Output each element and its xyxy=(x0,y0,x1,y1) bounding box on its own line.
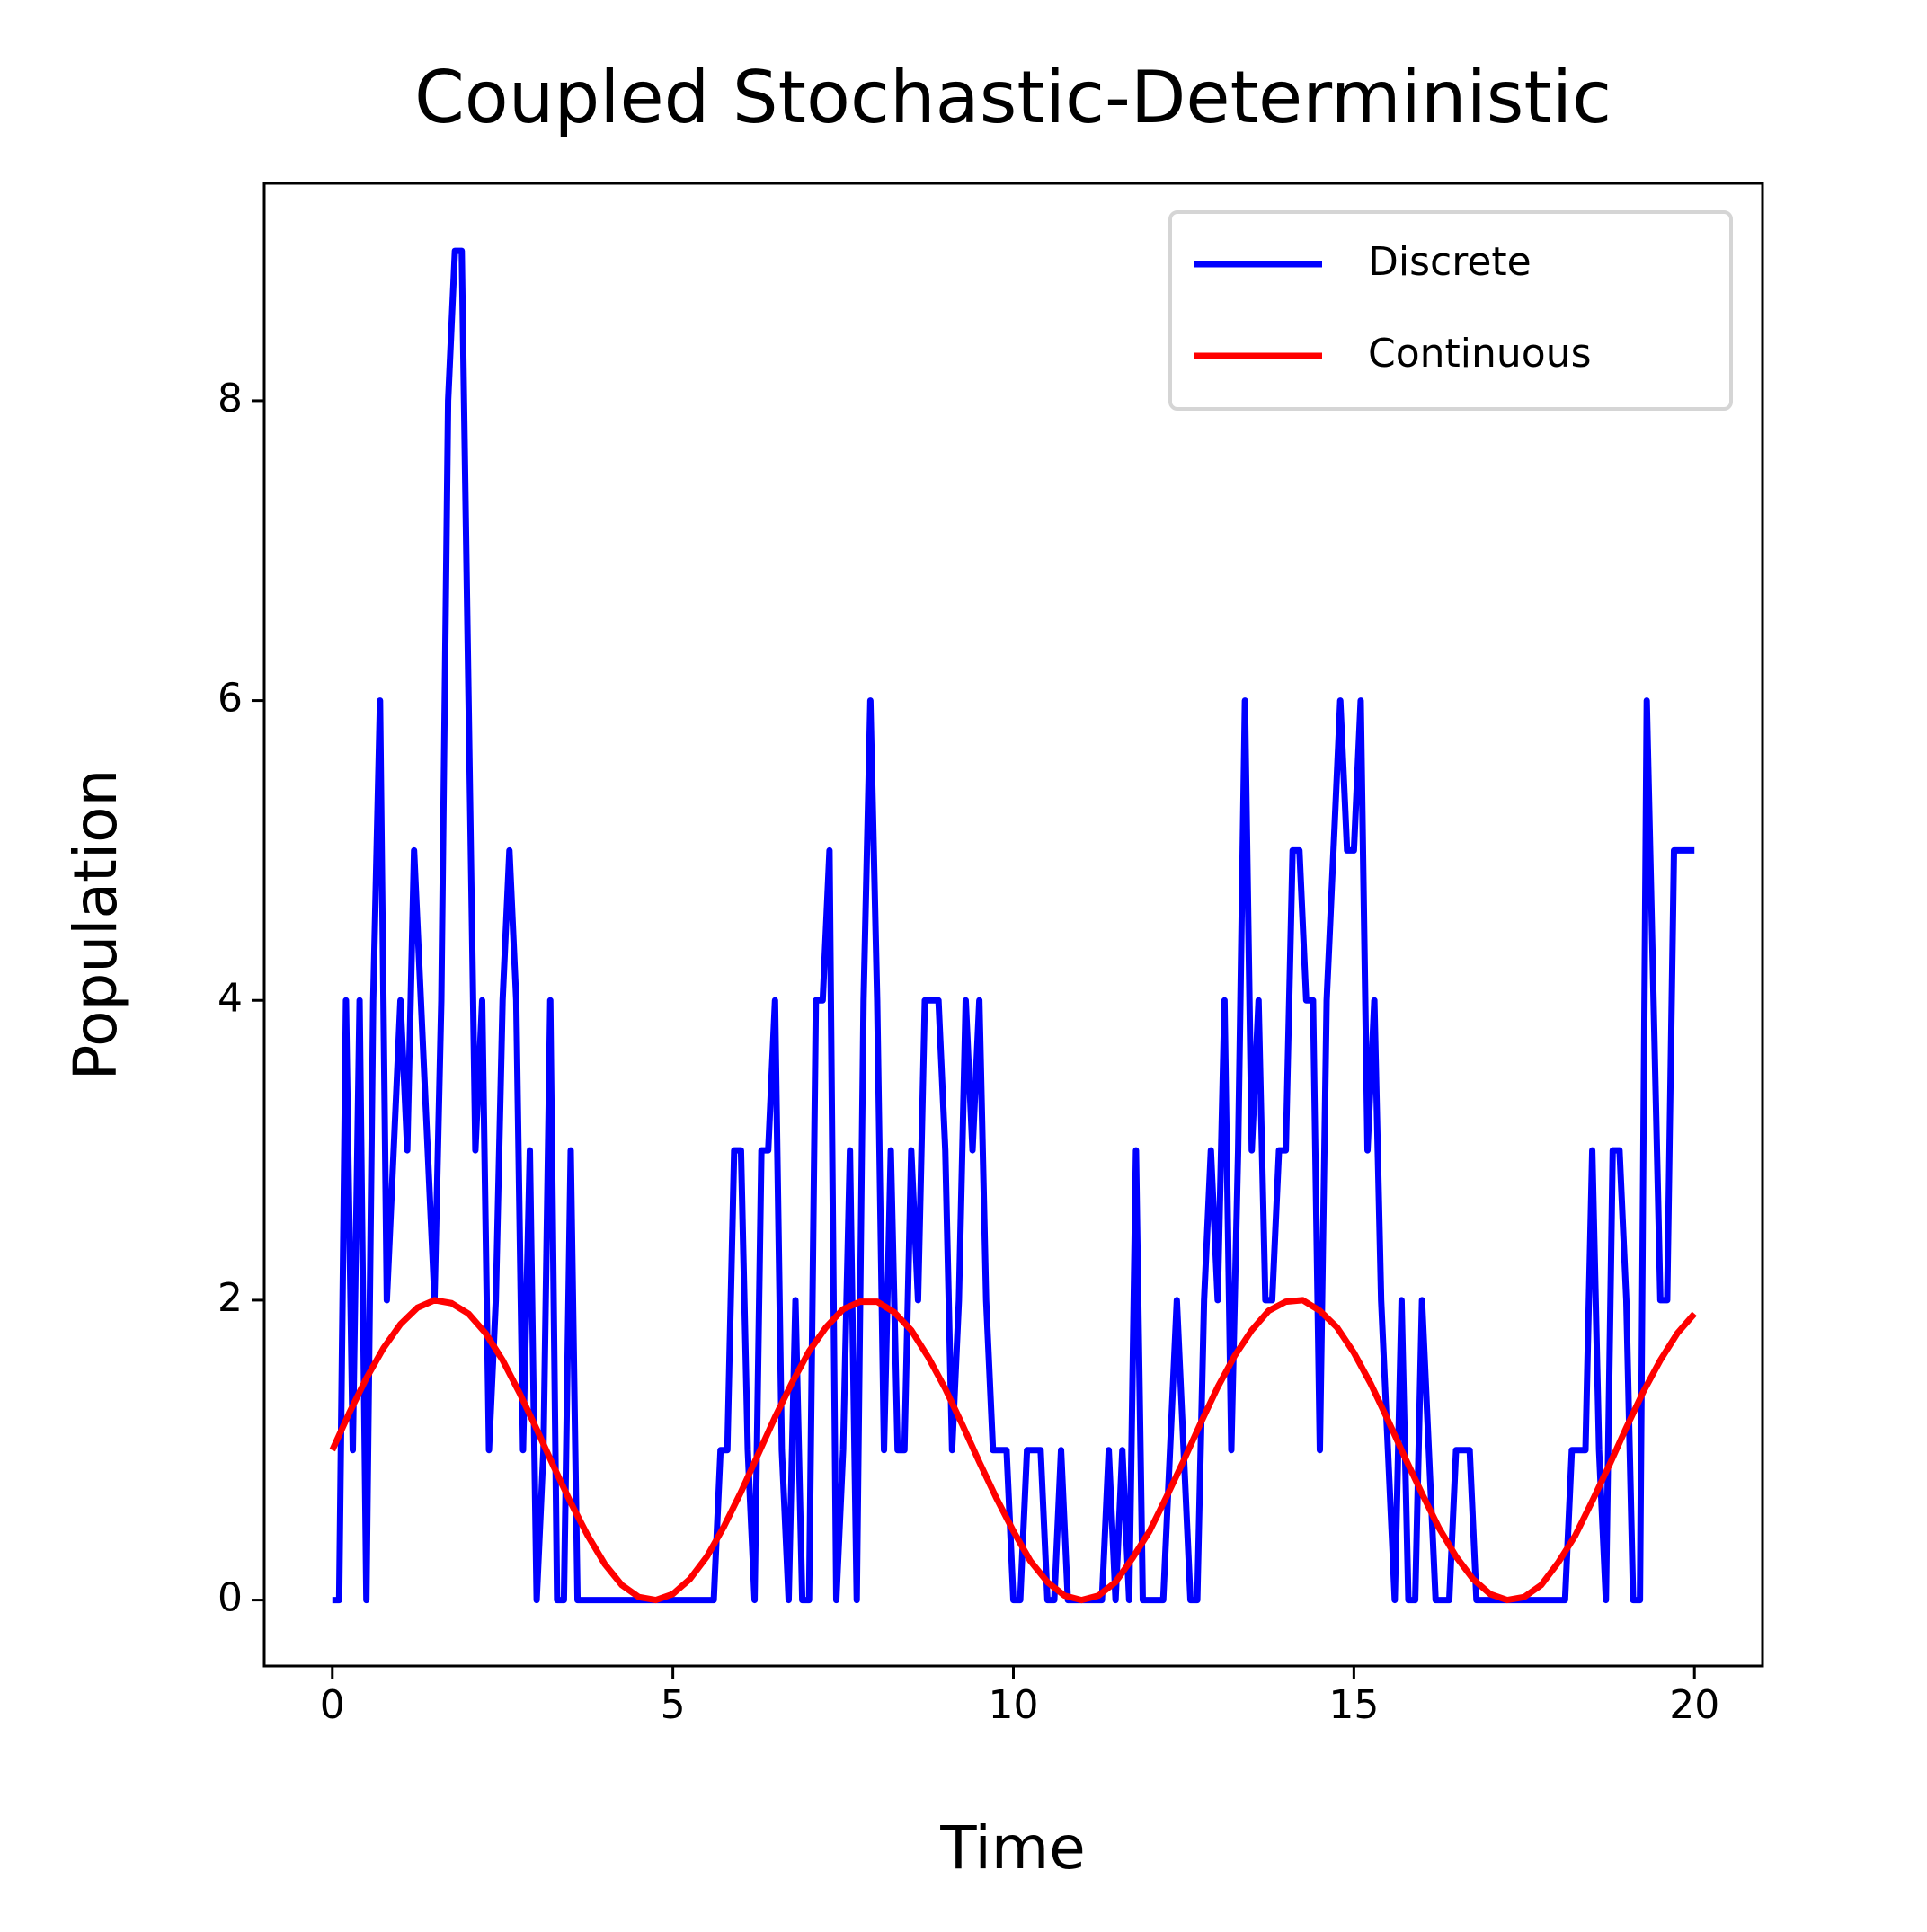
x-axis-label: Time xyxy=(939,1813,1086,1883)
x-tick-label: 15 xyxy=(1328,1682,1379,1728)
y-tick-label: 8 xyxy=(218,376,243,421)
data-line xyxy=(329,1297,1697,1604)
chart-title: Coupled Stochastic-Deterministic xyxy=(414,56,1612,139)
x-tick-label: 10 xyxy=(989,1682,1039,1728)
x-tick-label: 20 xyxy=(1669,1682,1719,1728)
legend-label: Discrete xyxy=(1368,239,1532,285)
y-tick-label: 6 xyxy=(218,676,243,722)
y-axis-label: Population xyxy=(61,769,130,1081)
y-tick-label: 0 xyxy=(218,1575,243,1621)
x-tick-label: 5 xyxy=(661,1682,686,1728)
legend-label: Continuous xyxy=(1368,331,1592,377)
y-tick-label: 4 xyxy=(218,975,243,1021)
data-line xyxy=(332,247,1695,1604)
plot-frame xyxy=(262,182,1764,1668)
y-tick-label: 2 xyxy=(218,1275,243,1321)
x-tick-label: 0 xyxy=(320,1682,345,1728)
